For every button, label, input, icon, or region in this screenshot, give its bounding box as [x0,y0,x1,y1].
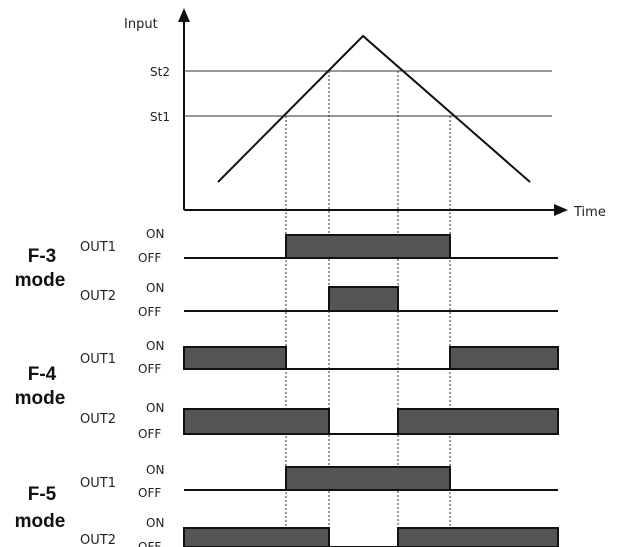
mode3-out2-on-block [397,527,559,547]
f5-out2-on-label: ON [146,516,164,530]
mode-labels: F-3 mode F-4 mode F-5 mode [15,246,66,532]
mode1-out1-on-block [285,234,451,259]
f5-out2-off-label: OFF [138,540,161,547]
y-axis-label: Input [124,17,158,32]
mode1-out2-on-block [328,286,399,312]
f4-mode-label-line2: mode [15,388,66,409]
mode3-out1-on-block [285,466,451,491]
f4-out2-on-label: ON [146,401,164,415]
y-axis-arrow-icon [178,8,190,22]
x-axis-label: Time [573,205,606,220]
f4-out1-off-label: OFF [138,362,161,376]
x-axis-arrow-icon [554,204,568,216]
input-triangle-curve [217,34,531,183]
f4-mode-label-line1: F-4 [28,364,57,385]
f5-out1-on-label: ON [146,463,164,477]
state-labels: ON OFF ON OFF ON OFF ON OFF ON OFF ON OF… [138,227,164,547]
f3-out1-off-label: OFF [138,251,161,265]
f3-out2-name: OUT2 [80,289,116,304]
f4-out2-off-label: OFF [138,427,161,441]
input-graph: Input Time St2 St1 [124,8,606,220]
st1-label: St1 [150,110,170,124]
f5-mode-label-line1: F-5 [28,484,57,505]
f4-out1-on-label: ON [146,339,164,353]
f4-out1-name: OUT1 [80,352,116,367]
mode2-out1-on-block [183,346,287,370]
f3-out1-name: OUT1 [80,240,116,255]
st2-label: St2 [150,65,170,79]
f3-out1-on-label: ON [146,227,164,241]
f5-out2-name: OUT2 [80,533,116,547]
f3-mode-label-line2: mode [15,270,66,291]
f5-mode-label-line2: mode [15,511,66,532]
output-names: OUT1 OUT2 OUT1 OUT2 OUT1 OUT2 [80,240,116,547]
mode2-out2-on-block [397,408,559,435]
f5-out1-off-label: OFF [138,486,161,500]
output-signals [183,234,559,547]
f3-out2-on-label: ON [146,281,164,295]
mode2-out1-on-block [449,346,559,370]
f3-out2-off-label: OFF [138,305,161,319]
mode2-out2-on-block [183,408,330,435]
f5-out1-name: OUT1 [80,476,116,491]
f3-mode-label-line1: F-3 [28,246,57,267]
mode3-out2-on-block [183,527,330,547]
f4-out2-name: OUT2 [80,412,116,427]
